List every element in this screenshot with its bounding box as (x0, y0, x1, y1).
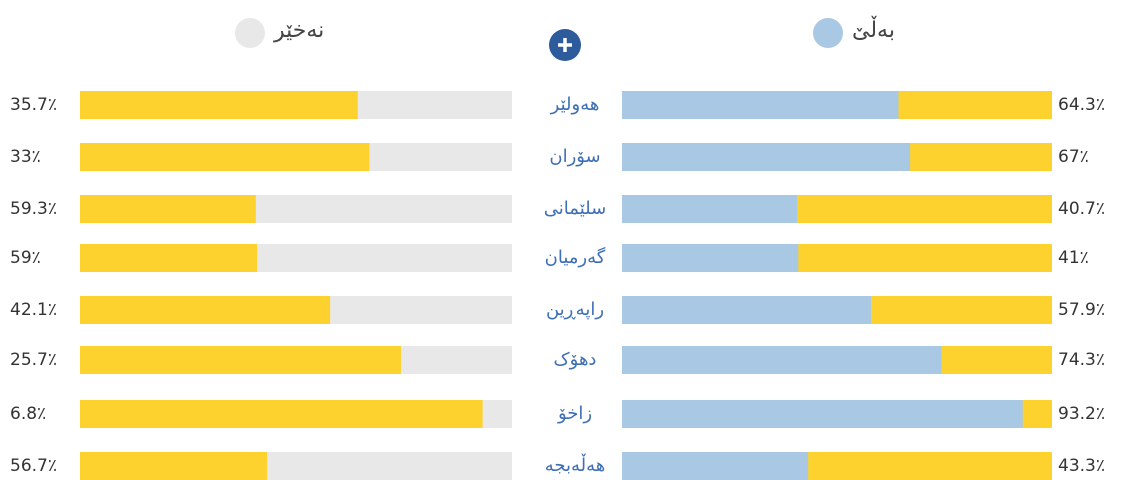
value-label: 25.7٪ (10, 350, 57, 370)
bar (622, 195, 798, 223)
value-label: 64.3٪ (1058, 95, 1105, 115)
value-label: 59٪ (10, 248, 41, 268)
value-label: 43.3٪ (1058, 456, 1105, 476)
bar (622, 346, 942, 374)
bar (622, 400, 1023, 428)
plus-sign (558, 38, 572, 52)
bar (482, 400, 512, 428)
value-label: 6.8٪ (10, 404, 46, 424)
bar (257, 244, 512, 272)
bar (330, 296, 512, 324)
category-label: راپەڕین (546, 299, 604, 320)
value-label: 35.7٪ (10, 95, 57, 115)
bar (622, 244, 799, 272)
value-label: 74.3٪ (1058, 350, 1105, 370)
value-label: 59.3٪ (10, 199, 57, 219)
legend-label: نەخێر (273, 18, 324, 43)
category-label: دهۆک (554, 349, 597, 370)
category-label: هەولێر (550, 94, 600, 115)
value-label: 42.1٪ (10, 300, 57, 320)
category-label: سلێمانی (544, 198, 606, 219)
value-label: 93.2٪ (1058, 404, 1105, 424)
bar (357, 91, 512, 119)
value-label: 33٪ (10, 147, 41, 167)
bar (622, 452, 809, 480)
value-label: 56.7٪ (10, 456, 57, 476)
bar (369, 143, 512, 171)
value-label: 41٪ (1058, 248, 1089, 268)
value-label: 57.9٪ (1058, 300, 1105, 320)
category-label: زاخۆ (557, 403, 592, 424)
bar (267, 452, 512, 480)
legend-swatch (235, 18, 265, 48)
category-label: گەرمیان (545, 246, 606, 268)
value-label: 67٪ (1058, 147, 1089, 167)
legend-label: بەڵێ (852, 15, 895, 43)
bar (400, 346, 512, 374)
value-label: 40.7٪ (1058, 199, 1105, 219)
bar (622, 296, 871, 324)
bar (622, 143, 911, 171)
category-label: هەڵەبجە (545, 453, 606, 476)
bar (255, 195, 512, 223)
bar-track (80, 400, 512, 428)
bar (622, 91, 899, 119)
legend-swatch (813, 18, 843, 48)
category-label: سۆران (549, 146, 600, 167)
